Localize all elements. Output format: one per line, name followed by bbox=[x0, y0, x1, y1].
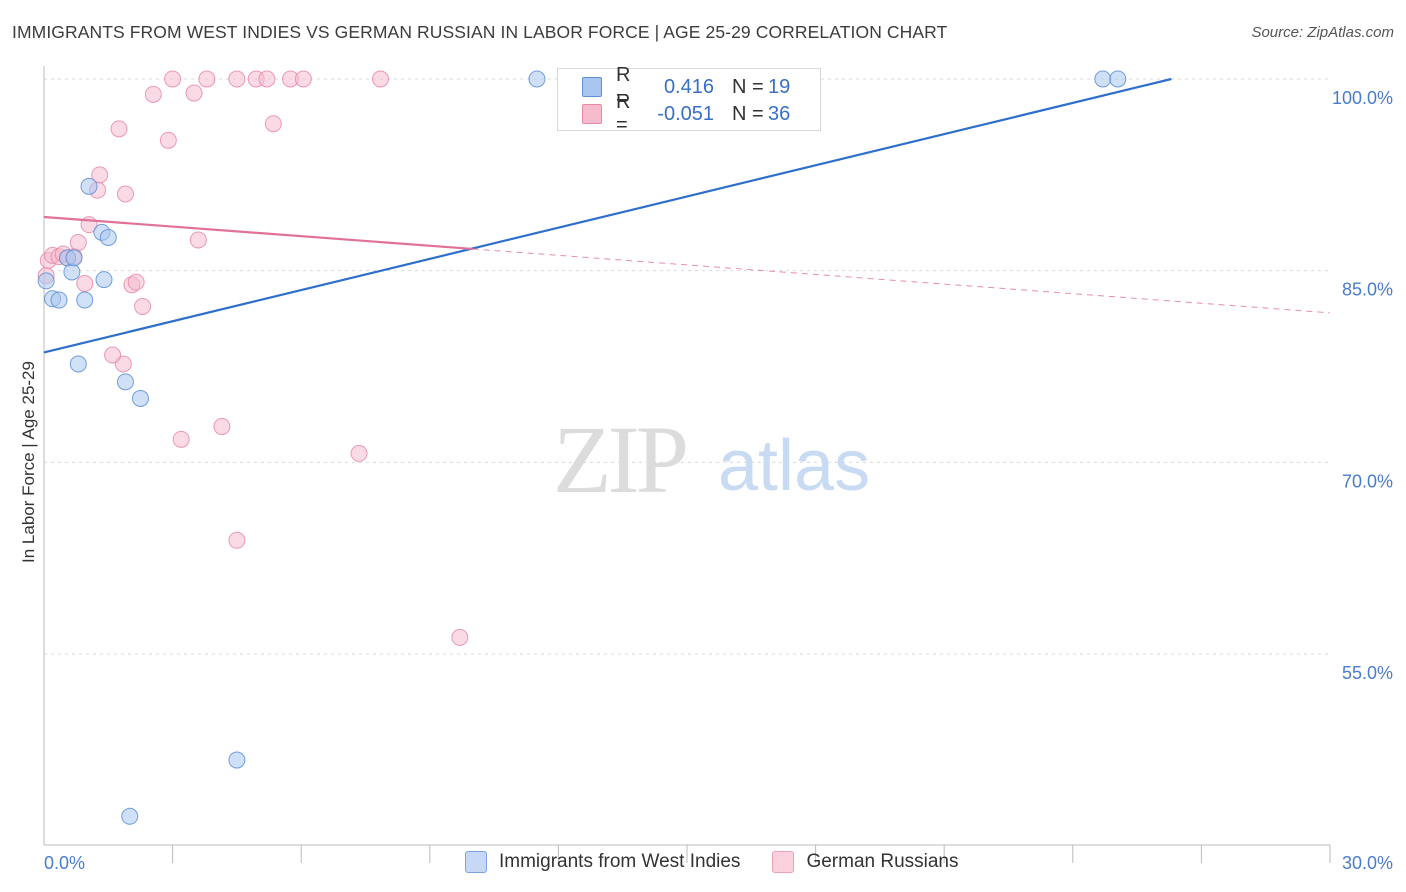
watermark-zip: ZIP bbox=[553, 406, 686, 513]
data-point-german-russians bbox=[451, 628, 469, 646]
legend-r-label: R = bbox=[616, 64, 631, 109]
data-point-german-russians bbox=[69, 234, 87, 252]
legend-swatch-german-russians bbox=[772, 851, 795, 873]
data-point-german-russians bbox=[189, 231, 207, 249]
correlation-legend: R = 0.416 N = 19 R = -0.051 N = 36 bbox=[557, 64, 821, 136]
data-point-german-russians bbox=[264, 115, 282, 133]
trend-line-extension-german-russians bbox=[472, 248, 1331, 314]
legend-row-blue: R = 0.416 N = 19 bbox=[582, 64, 791, 109]
data-point-west-indies bbox=[99, 228, 117, 246]
data-point-german-russians bbox=[91, 166, 109, 184]
data-point-west-indies bbox=[228, 751, 246, 769]
series-german-russians bbox=[37, 70, 469, 646]
x-tick-label: 0.0% bbox=[44, 853, 85, 873]
legend-item-german-russians: German Russians bbox=[772, 851, 959, 873]
trend-line-west-indies bbox=[43, 77, 1172, 354]
data-point-west-indies bbox=[528, 70, 546, 88]
data-point-german-russians bbox=[110, 120, 128, 138]
data-point-german-russians bbox=[164, 70, 182, 88]
legend-swatch-blue bbox=[582, 77, 602, 97]
data-point-west-indies bbox=[37, 272, 55, 290]
legend-label-german-russians: German Russians bbox=[806, 851, 959, 872]
data-point-german-russians bbox=[104, 346, 122, 364]
legend-r-label: R = bbox=[616, 91, 631, 136]
data-point-german-russians bbox=[228, 70, 246, 88]
y-tick-label: 85.0% bbox=[1342, 280, 1393, 300]
data-point-german-russians bbox=[198, 70, 216, 88]
trend-line-german-russians bbox=[43, 215, 473, 251]
data-point-west-indies bbox=[69, 355, 87, 373]
legend-r-value: 0.416 bbox=[663, 75, 714, 98]
data-point-german-russians bbox=[213, 418, 231, 436]
y-axis-label: In Labor Force | Age 25-29 bbox=[19, 361, 38, 563]
data-point-german-russians bbox=[127, 273, 145, 291]
data-point-german-russians bbox=[294, 70, 312, 88]
series-west-indies bbox=[37, 70, 1127, 825]
data-point-west-indies bbox=[131, 389, 149, 407]
legend-n-value: 19 bbox=[768, 75, 791, 98]
legend-r-value: -0.051 bbox=[657, 102, 714, 125]
data-point-west-indies bbox=[80, 177, 98, 195]
watermark: ZIP atlas bbox=[553, 406, 870, 513]
data-point-german-russians bbox=[228, 531, 246, 549]
data-point-german-russians bbox=[258, 70, 276, 88]
legend-n-label: N = bbox=[732, 102, 764, 125]
legend-n-label: N = bbox=[732, 75, 764, 98]
legend-swatch-pink bbox=[582, 104, 602, 124]
data-point-german-russians bbox=[372, 70, 390, 88]
x-tick-label: 30.0% bbox=[1342, 853, 1393, 873]
data-point-german-russians bbox=[134, 297, 152, 315]
data-point-west-indies bbox=[1109, 70, 1127, 88]
data-point-west-indies bbox=[76, 291, 94, 309]
axes bbox=[43, 66, 1331, 863]
data-point-german-russians bbox=[76, 274, 94, 292]
legend-label-west-indies: Immigrants from West Indies bbox=[499, 851, 741, 872]
legend-swatch-west-indies bbox=[465, 851, 487, 873]
data-point-west-indies bbox=[95, 271, 113, 289]
gridlines bbox=[44, 78, 1330, 655]
data-point-german-russians bbox=[185, 84, 203, 102]
data-point-west-indies bbox=[65, 249, 83, 267]
y-tick-label: 100.0% bbox=[1332, 88, 1393, 108]
data-point-german-russians bbox=[172, 430, 190, 448]
legend-row-pink: R = -0.051 N = 36 bbox=[582, 91, 791, 136]
data-point-west-indies bbox=[121, 807, 139, 825]
trend-lines bbox=[43, 77, 1331, 354]
data-point-german-russians bbox=[116, 185, 134, 203]
data-point-west-indies bbox=[116, 373, 134, 391]
source-label: Source: ZipAtlas.com bbox=[1251, 24, 1394, 41]
series-legend: Immigrants from West Indies German Russi… bbox=[465, 851, 991, 873]
data-point-west-indies bbox=[1094, 70, 1112, 88]
legend-n-value: 36 bbox=[768, 102, 791, 125]
data-point-german-russians bbox=[144, 85, 162, 103]
watermark-atlas: atlas bbox=[718, 426, 870, 506]
y-tick-label: 55.0% bbox=[1342, 663, 1393, 683]
data-point-german-russians bbox=[350, 444, 368, 462]
data-point-west-indies bbox=[50, 291, 68, 309]
data-point-west-indies bbox=[63, 263, 81, 281]
chart-title: IMMIGRANTS FROM WEST INDIES VS GERMAN RU… bbox=[12, 22, 948, 42]
legend-item-west-indies: Immigrants from West Indies bbox=[465, 851, 740, 873]
data-point-german-russians bbox=[159, 131, 177, 149]
tick-labels: 100.0% 85.0% 70.0% 55.0% 0.0% 30.0% bbox=[44, 88, 1393, 873]
y-tick-label: 70.0% bbox=[1342, 471, 1393, 491]
